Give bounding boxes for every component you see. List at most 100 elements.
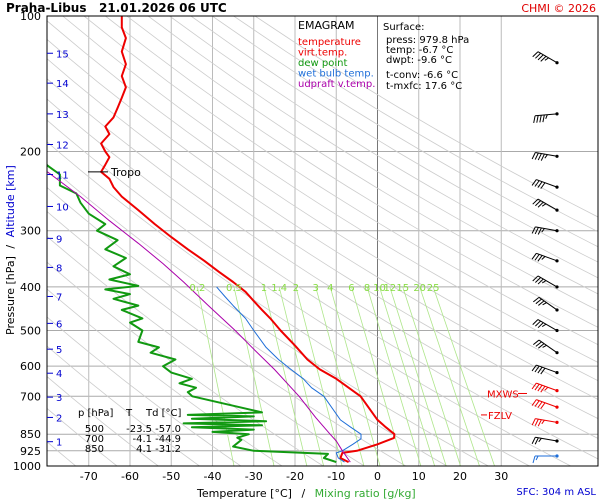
dry-adiabat: [47, 407, 118, 466]
pressure-tick-label: 850: [20, 428, 41, 441]
pressure-tick-label: 700: [20, 390, 41, 403]
wind-barb: [531, 436, 559, 445]
table-cell: 500: [85, 424, 104, 435]
max-wind-label: MXWS: [487, 389, 519, 400]
source-credit: CHMI © 2026: [521, 2, 596, 15]
mixing-ratio-lines: [196, 286, 495, 466]
wind-barb: [531, 382, 559, 393]
temperature-tick-label: -20: [286, 470, 304, 483]
temperature-tick-label: 10: [412, 470, 426, 483]
altitude-tick-label: 6: [56, 319, 62, 330]
altitude-tick-label: 15: [56, 49, 69, 60]
dry-adiabat: [47, 210, 407, 466]
profile-series: [47, 16, 396, 464]
mixing-ratio-label: 20: [413, 283, 426, 294]
series-udpraft-v-temp: [47, 171, 351, 463]
wind-barb: [532, 275, 559, 289]
series-dew-point: [47, 163, 337, 464]
mixing-ratio-line: [196, 286, 235, 466]
dry-adiabat: [47, 58, 598, 420]
altitude-tick-label: 12: [56, 141, 69, 152]
dry-adiabat: [47, 186, 448, 466]
dry-adiabat: [47, 20, 598, 382]
pressure-tick-label: 300: [20, 225, 41, 238]
temperature-tick-label: 30: [494, 470, 508, 483]
temperature-tick-label: -50: [162, 470, 180, 483]
mixing-ratio-label: 8: [364, 283, 370, 294]
dry-adiabat: [47, 38, 598, 400]
pressure-tick-label: 600: [20, 360, 41, 373]
altitude-tick-label: 2: [56, 413, 62, 424]
table-cell: -4.1: [132, 434, 152, 445]
annotations: Tropo MXWS FZLV: [88, 166, 527, 422]
wind-barb: [532, 454, 559, 464]
dry-adiabat: [62, 16, 598, 363]
surface-conv-row: t-mxfc: 17.6 °C: [386, 81, 462, 92]
pressure-tick-label: 1000: [13, 460, 41, 473]
altitude-tick-label: 11: [56, 170, 69, 181]
mixing-ratio-label: 10: [373, 283, 386, 294]
surface-row: dwpt: -9.6 °C: [386, 55, 452, 66]
mixing-ratio-label: 1: [261, 283, 267, 294]
wind-barb: [532, 51, 559, 65]
wind-barb: [532, 198, 559, 212]
mixing-ratio-label: 3: [313, 283, 319, 294]
mixing-ratio-line: [366, 286, 422, 466]
dry-adiabat: [233, 16, 598, 233]
mixing-ratio-label: 15: [396, 283, 409, 294]
wind-barb: [531, 179, 559, 189]
wind-barb: [533, 339, 559, 355]
legend-item: wet bulb temp.: [298, 69, 374, 80]
dry-adiabat: [105, 16, 598, 328]
mixing-ratio-line: [432, 286, 495, 466]
surface-row: press: 979.8 hPa: [386, 35, 469, 46]
wind-barb: [531, 151, 559, 161]
altitude-tick-label: 14: [56, 79, 69, 90]
y-axis-label: Pressure [hPa] / Altitude [km]: [4, 165, 17, 335]
mixing-ratio-label: 6: [348, 283, 354, 294]
tropopause-label: Tropo: [110, 166, 141, 179]
mixing-ratio-label: 2: [293, 283, 299, 294]
dry-adiabat: [211, 16, 598, 248]
surface-title: Surface:: [383, 22, 424, 33]
table-cell: 4.1: [136, 444, 152, 455]
wind-barb: [531, 418, 559, 427]
table-cell: -31.2: [155, 444, 181, 455]
dry-adiabat: [47, 235, 365, 466]
plot-frame: [46, 15, 599, 467]
mixing-ratio-line: [233, 286, 275, 466]
x-axis-label: Temperature [°C] / Mixing ratio [g/kg]: [196, 487, 416, 500]
altitude-tick-label: 13: [56, 110, 69, 121]
wind-barbs: [531, 51, 559, 464]
mixing-ratio-line: [278, 286, 325, 466]
mixing-ratio-line: [419, 286, 480, 466]
temperature-tick-label: 0: [374, 470, 381, 483]
table-header: T: [125, 408, 133, 419]
freezing-level-label: FZLV: [488, 411, 512, 422]
dry-adiabat: [190, 16, 598, 263]
mixing-ratio-label: 12: [383, 283, 396, 294]
table-header: p [hPa]: [78, 408, 113, 419]
surface-conv-row: t-conv: -6.6 °C: [386, 70, 458, 81]
mixing-ratio-label: 4: [327, 283, 333, 294]
legend-item: virt.temp.: [298, 48, 347, 59]
table-cell: -57.0: [155, 424, 181, 435]
mixing-ratio-line: [389, 286, 447, 466]
mixing-ratio-line: [263, 286, 308, 466]
altitude-tick-label: 4: [56, 369, 62, 380]
wind-barb: [531, 364, 559, 375]
legend-title: EMAGRAM: [298, 19, 355, 32]
table-cell: -23.5: [126, 424, 152, 435]
mixing-ratio-label: 0.5: [226, 283, 242, 294]
temperature-tick-label: 20: [453, 470, 467, 483]
altitude-tick-label: 10: [56, 202, 69, 213]
temperature-ticks: -70 -60 -50 -40 -30 -20 -10 0 10 20 30: [80, 470, 508, 483]
mixing-ratio-label: 1.4: [271, 283, 287, 294]
mixing-ratio-line: [315, 286, 365, 466]
wind-barb: [531, 226, 559, 235]
dry-adiabat: [83, 16, 598, 346]
